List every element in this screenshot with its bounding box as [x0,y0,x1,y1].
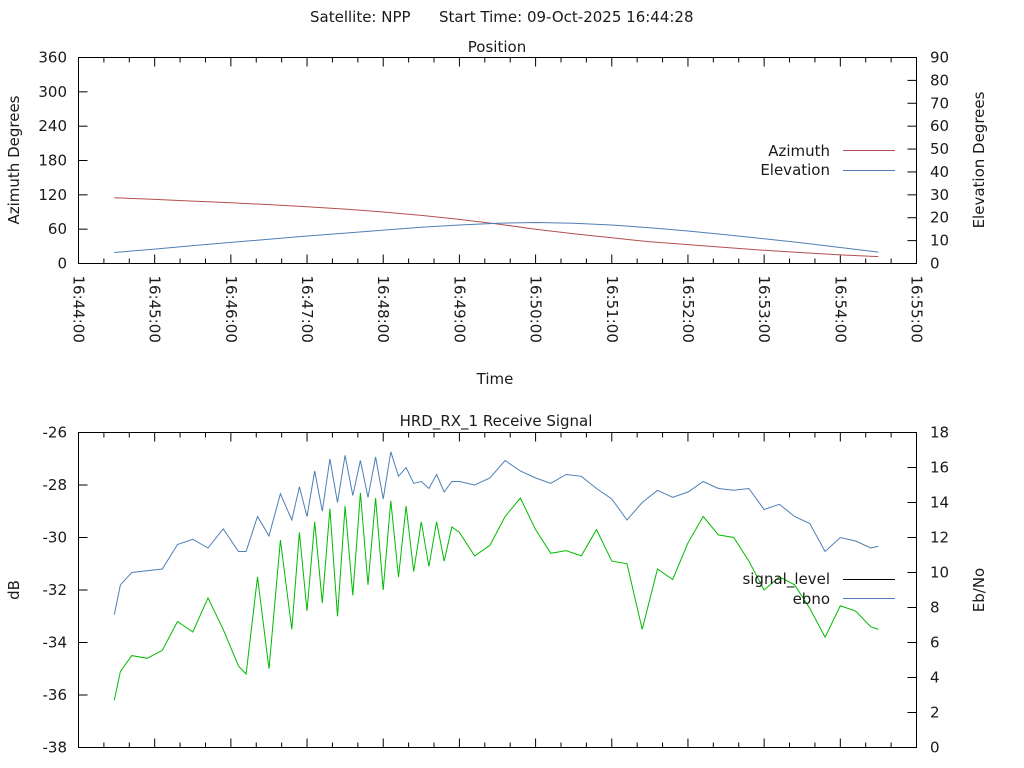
db-axis-label: dB [5,580,23,600]
signal-legend: signal_level ebno [742,570,895,608]
azimuth-ticks: 0 60 120 180 240 300 360 [38,49,88,273]
receive-signal-chart: HRD_RX_1 Receive Signal dB Eb/No -38-36-… [5,412,988,757]
right-tick-label: 2 [930,704,940,722]
left-tick-label: -34 [43,634,68,652]
elevation-ticks: 0 10 20 30 40 50 60 70 80 90 [907,49,949,273]
left-tick-label: 360 [38,49,67,67]
x-tick-label: 16:50:00 [527,276,545,343]
right-tick-label: 50 [930,140,949,158]
azimuth-axis-label: Azimuth Degrees [5,95,23,224]
signal-chart-title: HRD_RX_1 Receive Signal [400,412,593,431]
db-ticks: -38 -36 -34 -32 -30 -28 -26 [43,424,88,757]
signal-time-ticks [103,432,892,748]
ebno-axis-label: Eb/No [970,568,988,612]
series-line-elevation [114,221,879,253]
left-tick-label: -36 [43,686,68,704]
start-time-label: Start Time: 09-Oct-2025 16:44:28 [439,8,694,26]
left-tick-label: 0 [57,255,67,273]
right-tick-label: 20 [930,209,949,227]
x-tick-label: 16:51:00 [603,276,621,343]
left-tick-label: -32 [43,581,68,599]
right-tick-label: 10 [930,564,949,582]
right-tick-label: 6 [930,634,940,652]
right-tick-label: 14 [930,494,949,512]
left-tick-label: -38 [43,739,68,757]
right-tick-label: 80 [930,71,949,89]
right-tick-label: 8 [930,599,940,617]
right-tick-label: 10 [930,232,949,250]
time-ticks: 16:44:00 16:45:00 16:46:00 16:47:00 16:48:00… [70,57,926,343]
signal-series [113,451,879,701]
left-tick-label: 120 [38,186,67,204]
right-tick-label: 60 [930,117,949,135]
legend-ebno-label: ebno [793,590,830,608]
right-tick-label: 70 [930,94,949,112]
right-tick-label: 30 [930,186,949,204]
position-series [114,197,879,258]
right-tick-label: 12 [930,529,949,547]
right-tick-label: 16 [930,459,949,477]
left-tick-label: -30 [43,529,68,547]
series-line-ebno [113,451,879,615]
time-axis-label: Time [476,370,514,388]
right-tick-label: 0 [930,255,940,273]
right-tick-label: 0 [930,739,940,757]
x-tick-label: 16:45:00 [146,276,164,343]
right-tick-label: 18 [930,424,949,442]
x-tick-label: 16:49:00 [450,276,468,343]
left-tick-label: 300 [38,83,67,101]
series-line-azimuth [114,197,879,258]
legend-elevation-label: Elevation [760,161,830,179]
satellite-label: Satellite: NPP [310,8,411,26]
position-chart-title: Position [468,38,526,56]
left-tick-label: -28 [43,476,68,494]
x-tick-label: 16:52:00 [679,276,697,343]
legend-azimuth-label: Azimuth [768,142,830,160]
left-tick-label: 180 [38,152,67,170]
x-tick-label: 16:54:00 [831,276,849,343]
right-tick-label: 40 [930,163,949,181]
left-tick-label: 240 [38,117,67,135]
x-tick-label: 16:55:00 [908,276,926,343]
x-tick-label: 16:46:00 [222,276,240,343]
x-tick-label: 16:53:00 [755,276,773,343]
signal-plot-frame [78,432,917,748]
position-chart: Position Azimuth Degrees Elevation Degre… [5,38,988,388]
right-tick-label: 90 [930,49,949,67]
left-tick-label: 60 [48,220,67,238]
x-tick-label: 16:44:00 [70,276,88,343]
left-tick-label: -26 [43,424,68,442]
ebno-ticks: 0 2 4 6 8 10 12 14 16 18 [907,424,949,757]
elevation-axis-label: Elevation Degrees [970,91,988,228]
x-tick-label: 16:47:00 [298,276,316,343]
series-line-signal-level [113,492,879,701]
right-tick-label: 4 [930,669,940,687]
legend-signal-level-label: signal_level [742,570,830,589]
x-tick-label: 16:48:00 [374,276,392,343]
position-legend: Azimuth Elevation [760,142,895,179]
